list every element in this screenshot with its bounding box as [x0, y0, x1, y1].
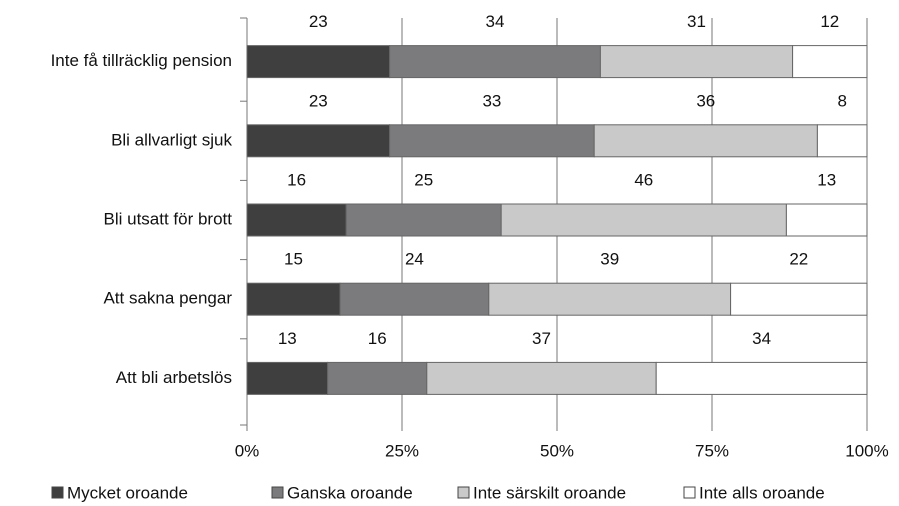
- x-tick-label: 0%: [235, 441, 260, 460]
- data-label: 34: [752, 329, 771, 348]
- bar-segment: [599, 45, 794, 79]
- data-label: 23: [309, 12, 328, 31]
- legend-swatch: [51, 486, 64, 499]
- data-label: 24: [405, 250, 424, 269]
- legend-swatch: [683, 486, 696, 499]
- bar-segment: [246, 124, 391, 158]
- data-label: 23: [309, 91, 328, 110]
- data-label: 13: [817, 170, 836, 189]
- bar-segment: [246, 203, 347, 237]
- x-tick-label: 100%: [845, 441, 888, 460]
- data-label: 33: [482, 91, 501, 110]
- bar-segment: [246, 282, 341, 316]
- y-tick-label: Inte få tillräcklig pension: [51, 51, 232, 70]
- bar-segment: [339, 282, 490, 316]
- y-tick-label: Att bli arbetslös: [116, 368, 232, 387]
- data-label: 12: [820, 12, 839, 31]
- bar-segment: [389, 45, 601, 79]
- y-tick-label: Bli utsatt för brott: [104, 209, 233, 228]
- data-label: 16: [368, 329, 387, 348]
- legend-label: Mycket oroande: [67, 483, 188, 502]
- bar-segment: [345, 203, 502, 237]
- x-tick-label: 50%: [540, 441, 574, 460]
- data-label: 36: [696, 91, 715, 110]
- data-label: 13: [278, 329, 297, 348]
- bar-segment: [246, 45, 391, 79]
- y-tick-label: Att sakna pengar: [103, 289, 232, 308]
- bar-segment: [426, 361, 657, 395]
- bar-segment: [327, 361, 428, 395]
- bar-segment: [500, 203, 787, 237]
- data-label: 25: [414, 170, 433, 189]
- data-label: 37: [532, 329, 551, 348]
- bar-segment: [593, 124, 818, 158]
- bar-segment: [785, 203, 868, 237]
- data-label: 39: [600, 250, 619, 269]
- legend-swatch: [271, 486, 284, 499]
- data-label: 15: [284, 250, 303, 269]
- legend-label: Inte särskilt oroande: [473, 483, 626, 502]
- legend-label: Inte alls oroande: [699, 483, 825, 502]
- data-label: 31: [687, 12, 706, 31]
- bar-segment: [816, 124, 868, 158]
- data-label: 16: [287, 170, 306, 189]
- bar-segment: [488, 282, 732, 316]
- legend-swatch: [457, 486, 470, 499]
- legend-label: Ganska oroande: [287, 483, 413, 502]
- bar-segment: [246, 361, 329, 395]
- bar-segment: [389, 124, 595, 158]
- bar-segment: [792, 45, 868, 79]
- data-label: 8: [837, 91, 846, 110]
- x-tick-label: 25%: [385, 441, 419, 460]
- data-label: 46: [634, 170, 653, 189]
- bar-segment: [655, 361, 868, 395]
- x-tick-label: 75%: [695, 441, 729, 460]
- data-label: 34: [486, 12, 505, 31]
- bar-segment: [730, 282, 868, 316]
- y-tick-label: Bli allvarligt sjuk: [111, 130, 232, 149]
- data-label: 22: [789, 250, 808, 269]
